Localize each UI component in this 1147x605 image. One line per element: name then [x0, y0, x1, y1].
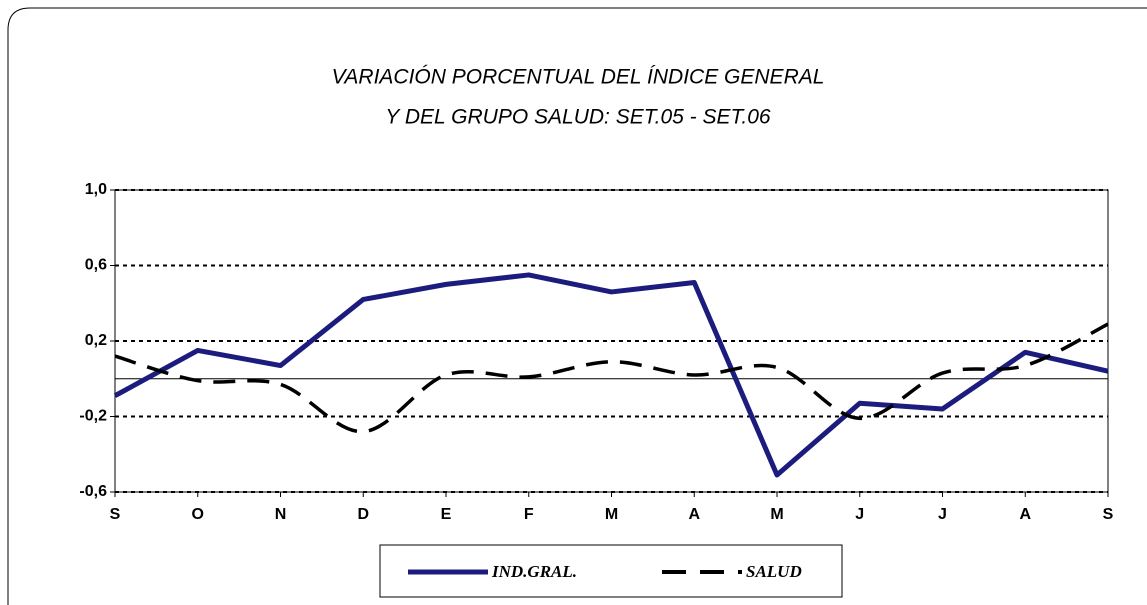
legend-label: SALUD [746, 562, 802, 581]
x-tick-label: N [275, 506, 287, 523]
x-tick-label: J [855, 506, 864, 523]
x-tick-label: M [605, 506, 618, 523]
x-tick-label: E [441, 506, 452, 523]
series-line [113, 272, 1109, 478]
x-tick-label: D [357, 506, 369, 523]
y-tick-label: 1,0 [85, 181, 107, 198]
y-tick-label: 0,6 [85, 257, 107, 274]
y-tick-label: 0,2 [85, 332, 107, 349]
series-line [114, 322, 1109, 434]
x-tick-label: J [938, 506, 947, 523]
x-tick-label: S [1103, 506, 1114, 523]
x-tick-label: S [110, 506, 121, 523]
x-tick-label: O [192, 506, 204, 523]
y-tick-label: -0,2 [79, 408, 107, 425]
chart-subtitle: Y DEL GRUPO SALUD: SET.05 - SET.06 [385, 106, 770, 129]
legend-box [379, 544, 843, 598]
y-tick-label: -0,6 [79, 483, 107, 500]
chart-title: VARIACIÓN PORCENTUAL DEL ÍNDICE GENERAL [332, 66, 825, 89]
frame [7, 7, 1147, 605]
legend-label: IND.GRAL. [491, 562, 577, 581]
x-tick-label: F [524, 506, 534, 523]
x-tick-label: A [688, 506, 700, 523]
x-tick-label: A [1019, 506, 1031, 523]
x-tick-label: M [770, 506, 783, 523]
